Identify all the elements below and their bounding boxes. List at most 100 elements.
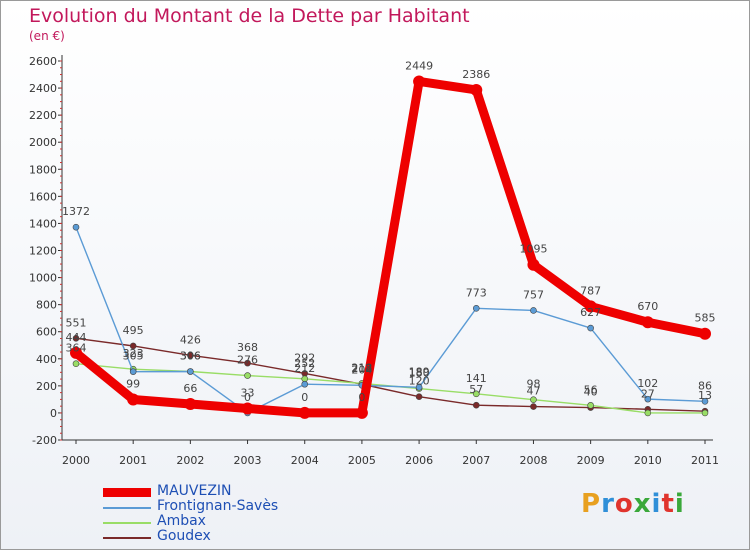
data-point [129, 342, 137, 350]
y-tick-label: 200 [36, 380, 57, 393]
data-label: 180 [409, 367, 430, 380]
data-label: 2449 [405, 59, 433, 72]
data-label: 218 [351, 361, 372, 374]
x-tick-label: 2002 [176, 454, 204, 467]
data-point [187, 368, 194, 375]
legend-label: Goudex [157, 528, 211, 544]
data-point [298, 406, 311, 419]
x-tick-label: 2009 [577, 454, 605, 467]
data-label: 13 [698, 389, 712, 402]
data-label: 1095 [519, 243, 547, 256]
logo-letter: x [633, 489, 652, 519]
data-point [413, 75, 426, 88]
logo-letter: i [651, 489, 662, 519]
data-point [699, 327, 711, 340]
x-tick-label: 2001 [119, 454, 147, 467]
y-tick-label: 0 [50, 407, 57, 420]
data-point [244, 359, 251, 367]
data-point [641, 316, 654, 329]
data-label: 120 [409, 375, 430, 388]
data-label: 212 [351, 362, 372, 375]
y-tick-label: 2600 [29, 55, 57, 68]
data-label: 495 [123, 324, 144, 337]
legend-label: Ambax [157, 513, 206, 529]
data-label: 757 [523, 288, 544, 301]
data-point [472, 401, 480, 409]
x-tick-label: 2004 [291, 454, 319, 467]
legend-label: Frontignan-Savès [157, 498, 279, 514]
data-point [530, 307, 537, 314]
y-tick-label: 400 [36, 353, 57, 366]
y-tick-label: 600 [36, 326, 57, 339]
data-label: 57 [469, 383, 483, 396]
data-label: 27 [641, 387, 655, 400]
data-label: 787 [580, 284, 601, 297]
data-point [244, 372, 251, 379]
data-label: 56 [584, 383, 598, 396]
logo-letter: i [674, 489, 685, 519]
data-point [530, 403, 537, 410]
series-line [71, 76, 710, 418]
y-tick-label: 1400 [29, 217, 57, 230]
proxiti-logo: Proxiti [581, 489, 685, 519]
y-tick-label: 1000 [29, 272, 57, 285]
data-point [355, 406, 368, 419]
x-tick-label: 2005 [348, 454, 376, 467]
data-label: 102 [637, 377, 658, 390]
legend-swatch [103, 522, 151, 524]
data-point [72, 223, 80, 231]
data-label: 0 [358, 391, 365, 404]
data-point [72, 360, 80, 367]
data-point [301, 375, 309, 383]
data-point [472, 304, 480, 312]
x-tick-label: 2010 [634, 454, 662, 467]
data-point [644, 409, 652, 417]
data-label: 141 [466, 372, 487, 385]
data-label: 212 [294, 362, 315, 375]
data-label: 306 [180, 350, 201, 363]
data-point [587, 402, 594, 409]
data-point [241, 402, 254, 415]
data-label: 204 [351, 363, 372, 376]
series-line [75, 226, 706, 414]
data-label: 189 [409, 365, 430, 378]
y-tick-label: 2000 [29, 136, 57, 149]
data-point [701, 409, 709, 417]
data-label: 306 [180, 350, 201, 363]
data-label: 98 [526, 378, 540, 391]
data-point [470, 83, 483, 96]
series-line [75, 337, 706, 412]
data-label: 305 [123, 350, 144, 363]
data-point [127, 393, 140, 406]
data-label: 252 [294, 357, 315, 370]
legend-swatch [103, 507, 151, 509]
data-label: 47 [526, 385, 540, 398]
x-tick-label: 2008 [519, 454, 547, 467]
data-label: 585 [695, 312, 716, 325]
data-point [70, 346, 82, 359]
data-point [184, 397, 197, 410]
data-label: 627 [580, 306, 601, 319]
data-point [301, 380, 309, 388]
data-label: 551 [66, 316, 87, 329]
y-tick-label: 1200 [29, 245, 57, 258]
y-tick-label: -200 [32, 434, 57, 447]
y-tick-label: 1800 [29, 163, 57, 176]
data-label: 368 [237, 341, 258, 354]
data-point [584, 300, 597, 313]
x-tick-label: 2003 [234, 454, 262, 467]
data-point [530, 396, 537, 403]
data-label: 292 [294, 351, 315, 364]
logo-letter: o [614, 489, 634, 519]
y-tick-label: 2400 [29, 82, 57, 95]
data-label: 444 [66, 331, 87, 344]
data-point [415, 384, 423, 391]
logo-letter: t [661, 489, 675, 519]
chart-title: Evolution du Montant de la Dette par Hab… [29, 5, 470, 27]
data-point [187, 351, 194, 359]
legend-label: MAUVEZIN [157, 483, 232, 499]
data-label: 99 [126, 378, 140, 391]
data-point [415, 393, 423, 400]
data-point [587, 324, 594, 332]
data-label: 276 [237, 354, 258, 367]
